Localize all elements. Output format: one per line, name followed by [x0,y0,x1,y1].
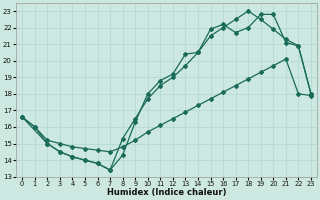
X-axis label: Humidex (Indice chaleur): Humidex (Indice chaleur) [107,188,226,197]
